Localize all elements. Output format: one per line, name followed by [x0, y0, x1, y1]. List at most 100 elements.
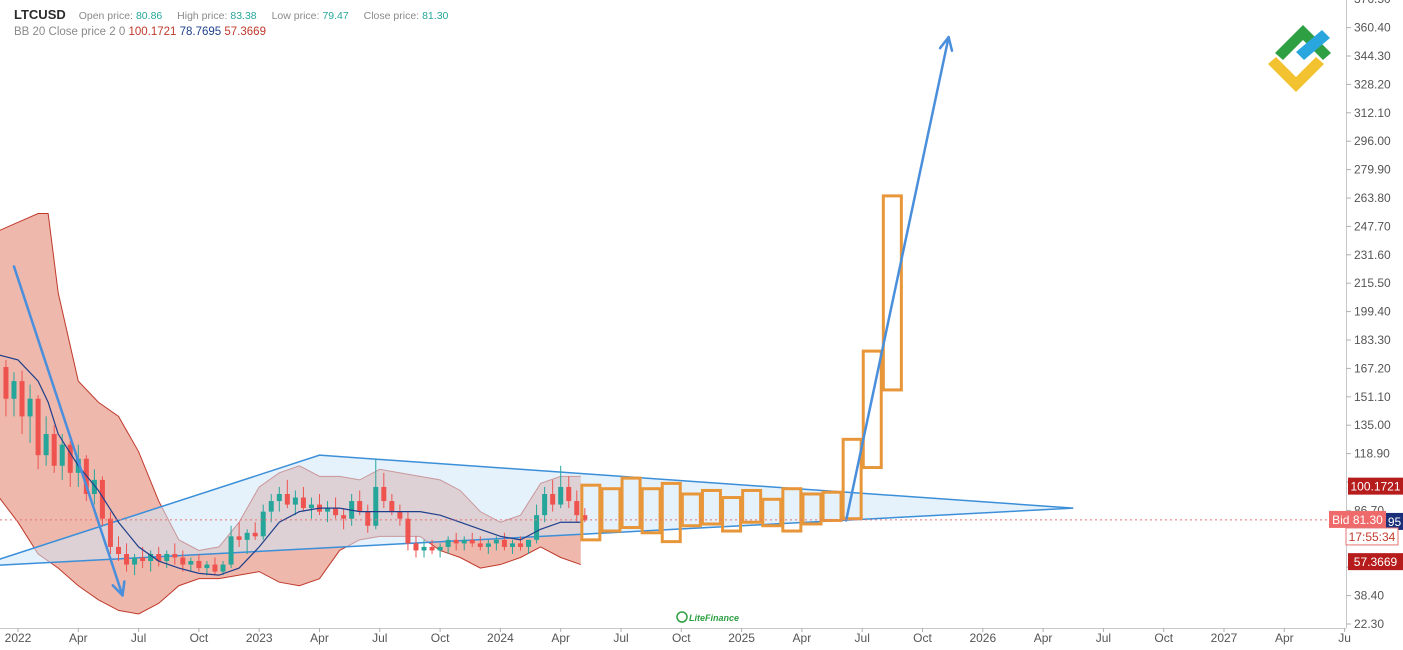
- candle: [284, 479, 290, 509]
- middle-band-tag-bg: [1386, 512, 1403, 530]
- logo-yellow-chevron: [1268, 57, 1324, 92]
- candle-body: [212, 564, 218, 572]
- price-tick-label: 231.60: [1354, 248, 1391, 262]
- price-tick-label: 312.10: [1354, 106, 1391, 120]
- time-tick-label: Jul: [855, 631, 870, 645]
- candle: [469, 532, 475, 547]
- candle-body: [180, 557, 186, 565]
- price-tick-label: 328.20: [1354, 77, 1391, 91]
- candle-body: [67, 444, 73, 473]
- brand-logo-icon: [1268, 25, 1331, 92]
- logo-blue-bar: [1296, 30, 1330, 60]
- candle: [212, 557, 218, 576]
- candle: [373, 458, 379, 530]
- price-tick-label: 279.90: [1354, 163, 1391, 177]
- watermark: LiteFinance: [676, 611, 739, 623]
- candle-body: [252, 532, 258, 537]
- bb-upper-tag-text: 100.1721: [1350, 480, 1400, 494]
- candle: [445, 536, 451, 554]
- price-tags: 100.1721 95 Bid 81.30 17:55:34 57.3669: [1329, 477, 1403, 571]
- time-axis[interactable]: 2022 Apr Jul Oct 2023 Apr Jul Oct 2024 Apr Jul Oct 2…: [0, 628, 1351, 645]
- candle: [180, 550, 186, 572]
- candle: [558, 465, 564, 509]
- middle-band-tag-text: 95: [1388, 515, 1402, 529]
- candle: [204, 561, 210, 576]
- projection-candle: [700, 488, 722, 526]
- candle-body: [397, 511, 403, 519]
- time-tick-label: Ju: [1338, 631, 1351, 645]
- time-tick-label: Oct: [431, 631, 450, 645]
- low-value: 79.47: [322, 10, 349, 22]
- candle: [156, 546, 162, 567]
- projection-candle: [640, 487, 662, 535]
- projection-candle: [781, 487, 803, 533]
- time-tick-label: Jul: [372, 631, 387, 645]
- candle: [485, 539, 491, 554]
- price-tick-label: 167.20: [1354, 361, 1391, 375]
- bb-middle-value: 78.7695: [179, 26, 222, 38]
- time-tick-label: Oct: [672, 631, 691, 645]
- price-tick-label: 247.70: [1354, 219, 1391, 233]
- bid-tag: Bid 81.30: [1329, 510, 1386, 528]
- candle-body: [413, 543, 419, 551]
- candle-body: [268, 501, 274, 512]
- candle-body: [228, 536, 234, 565]
- candle-body: [574, 501, 580, 516]
- candle: [252, 522, 258, 540]
- candle-body: [389, 501, 395, 512]
- candle-body: [437, 546, 443, 551]
- time-tick-label: Oct: [913, 631, 932, 645]
- time-tick-label: 2023: [246, 631, 273, 645]
- time-tick-label: 2025: [728, 631, 755, 645]
- middle-band-tag: 95: [1386, 512, 1403, 530]
- projection-candle: [741, 488, 763, 524]
- price-tick-label: 135.00: [1354, 418, 1391, 432]
- price-tick-label: 296.00: [1354, 134, 1391, 148]
- candle-body: [292, 497, 298, 505]
- candle: [526, 539, 532, 554]
- arrow-head: [938, 35, 954, 52]
- candle-body: [493, 539, 499, 544]
- plot-area: [0, 35, 1346, 615]
- candle-body: [244, 532, 250, 540]
- candle-body: [19, 381, 25, 417]
- candle-body: [550, 493, 556, 505]
- candle: [381, 472, 387, 509]
- high-value: 83.38: [230, 10, 257, 22]
- time-tick-label: Apr: [69, 631, 88, 645]
- candle-body: [140, 557, 146, 562]
- candle-body: [188, 561, 194, 565]
- candle: [116, 536, 121, 562]
- candle-body: [284, 493, 290, 505]
- candle: [11, 372, 17, 417]
- candle: [3, 359, 9, 417]
- time-tick-label: Jul: [131, 631, 146, 645]
- bollinger-legend[interactable]: BB 20 Close price 2 0 100.1721 78.7695 5…: [14, 26, 266, 38]
- time-tick-label: 2022: [5, 631, 32, 645]
- low-label: Low price:: [271, 10, 320, 22]
- candle: [453, 532, 459, 551]
- candle: [268, 493, 274, 523]
- candle: [35, 395, 41, 470]
- bb-lower-tag-bg: [1348, 553, 1403, 571]
- up-arrow: [844, 35, 954, 522]
- candle: [397, 504, 403, 526]
- candle: [477, 536, 483, 551]
- candle: [228, 525, 234, 569]
- candle-body: [566, 486, 572, 502]
- candle: [341, 508, 347, 530]
- time-tick-label: Apr: [793, 631, 812, 645]
- candle-body: [518, 543, 523, 547]
- candle: [67, 441, 73, 487]
- candle-body: [220, 564, 226, 572]
- projection-candle: [821, 490, 843, 522]
- symbol-label[interactable]: LTCUSD: [14, 7, 66, 22]
- bollinger-lower-line: [0, 497, 581, 615]
- candle: [27, 384, 33, 443]
- projection-candle: [680, 492, 702, 528]
- time-tick-label: 2026: [969, 631, 996, 645]
- candle: [292, 490, 298, 516]
- candle: [59, 434, 65, 480]
- candle-body: [333, 508, 339, 516]
